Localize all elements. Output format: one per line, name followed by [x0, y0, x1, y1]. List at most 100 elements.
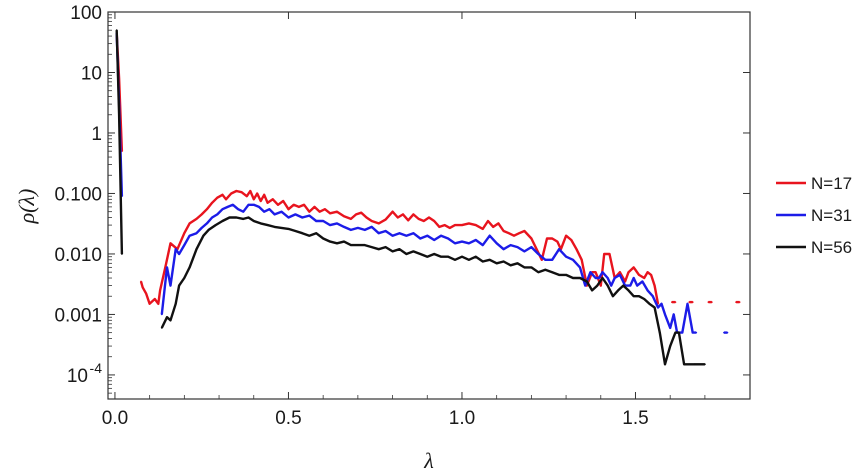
data-point	[572, 277, 574, 279]
data-point	[405, 253, 408, 255]
data-point	[384, 246, 387, 249]
data-point	[738, 301, 741, 303]
data-point	[426, 234, 429, 237]
data-point	[622, 284, 625, 287]
data-point	[308, 210, 311, 213]
series-n-17	[115, 32, 741, 305]
data-point	[313, 206, 316, 208]
data-point	[169, 319, 172, 322]
data-point	[681, 331, 684, 334]
data-point	[601, 271, 604, 274]
data-point	[664, 363, 666, 366]
data-point	[648, 302, 651, 305]
data-point	[148, 302, 151, 305]
data-point	[669, 327, 672, 329]
data-point	[370, 220, 373, 222]
legend-item: N=56	[776, 238, 852, 257]
data-point	[315, 220, 318, 222]
data-point	[513, 234, 515, 237]
data-point	[263, 210, 266, 213]
data-point	[653, 306, 656, 309]
data-point	[646, 271, 649, 274]
y-tick-label-exponent: -4	[90, 360, 103, 376]
data-point	[216, 213, 219, 216]
data-point	[303, 203, 305, 206]
series-n-56	[115, 29, 706, 366]
data-point	[183, 232, 186, 235]
legend: N=17 N=31 N=56	[776, 174, 852, 257]
data-point	[377, 248, 380, 251]
data-point	[343, 215, 345, 218]
data-point	[678, 331, 680, 334]
data-point	[287, 228, 290, 230]
data-point	[488, 258, 491, 261]
y-tick-label: 1	[91, 124, 102, 145]
data-point	[454, 242, 456, 245]
data-point	[606, 284, 609, 287]
data-point	[214, 224, 217, 227]
data-point	[249, 190, 252, 192]
data-point	[298, 206, 300, 208]
data-point	[468, 258, 470, 261]
data-point	[603, 253, 606, 255]
y-tick-label: 10	[67, 366, 88, 387]
data-point	[206, 222, 208, 225]
data-point	[357, 244, 359, 247]
data-point	[336, 242, 338, 245]
data-point	[426, 255, 429, 258]
data-point	[273, 226, 276, 228]
data-point	[454, 224, 456, 227]
data-point	[617, 289, 619, 292]
data-point	[169, 284, 172, 287]
data-point	[350, 229, 352, 231]
data-point	[377, 222, 380, 225]
data-point	[686, 302, 689, 305]
data-point	[211, 216, 214, 219]
data-point	[558, 274, 560, 276]
data-point	[121, 253, 123, 255]
data-point	[200, 227, 203, 229]
data-point	[115, 29, 118, 32]
data-point	[183, 244, 186, 247]
data-point	[169, 242, 172, 245]
data-point	[370, 226, 373, 228]
data-point	[228, 216, 231, 219]
data-point	[688, 301, 691, 303]
data-point	[579, 266, 581, 269]
data-point	[693, 363, 696, 366]
data-point	[523, 230, 526, 232]
data-point	[551, 258, 554, 261]
data-point	[584, 284, 587, 287]
data-point	[160, 327, 163, 329]
series-line	[160, 203, 697, 334]
data-point	[252, 203, 255, 206]
data-point	[417, 218, 420, 220]
data-point	[492, 226, 495, 228]
data-point	[252, 220, 255, 222]
data-point	[461, 255, 463, 258]
y-tick-label: 0.010	[54, 245, 102, 266]
data-point	[329, 224, 331, 227]
data-point	[235, 190, 238, 192]
data-point	[252, 198, 255, 201]
data-point	[502, 230, 505, 232]
data-point	[488, 234, 491, 237]
data-point	[497, 222, 500, 225]
data-point	[627, 271, 630, 274]
data-point	[674, 301, 677, 303]
data-point	[537, 253, 540, 255]
data-point	[232, 203, 234, 206]
data-point	[641, 280, 644, 283]
data-point	[206, 208, 208, 211]
data-point	[556, 240, 559, 243]
data-point	[481, 244, 484, 247]
data-point	[225, 198, 227, 201]
x-axis-ticks: 0.0 0.5 1.0 1.5	[102, 12, 706, 429]
data-point	[672, 313, 675, 316]
data-point	[646, 289, 649, 292]
data-point	[398, 232, 401, 235]
data-point	[188, 222, 191, 225]
data-point	[707, 301, 710, 303]
data-point	[178, 253, 181, 255]
